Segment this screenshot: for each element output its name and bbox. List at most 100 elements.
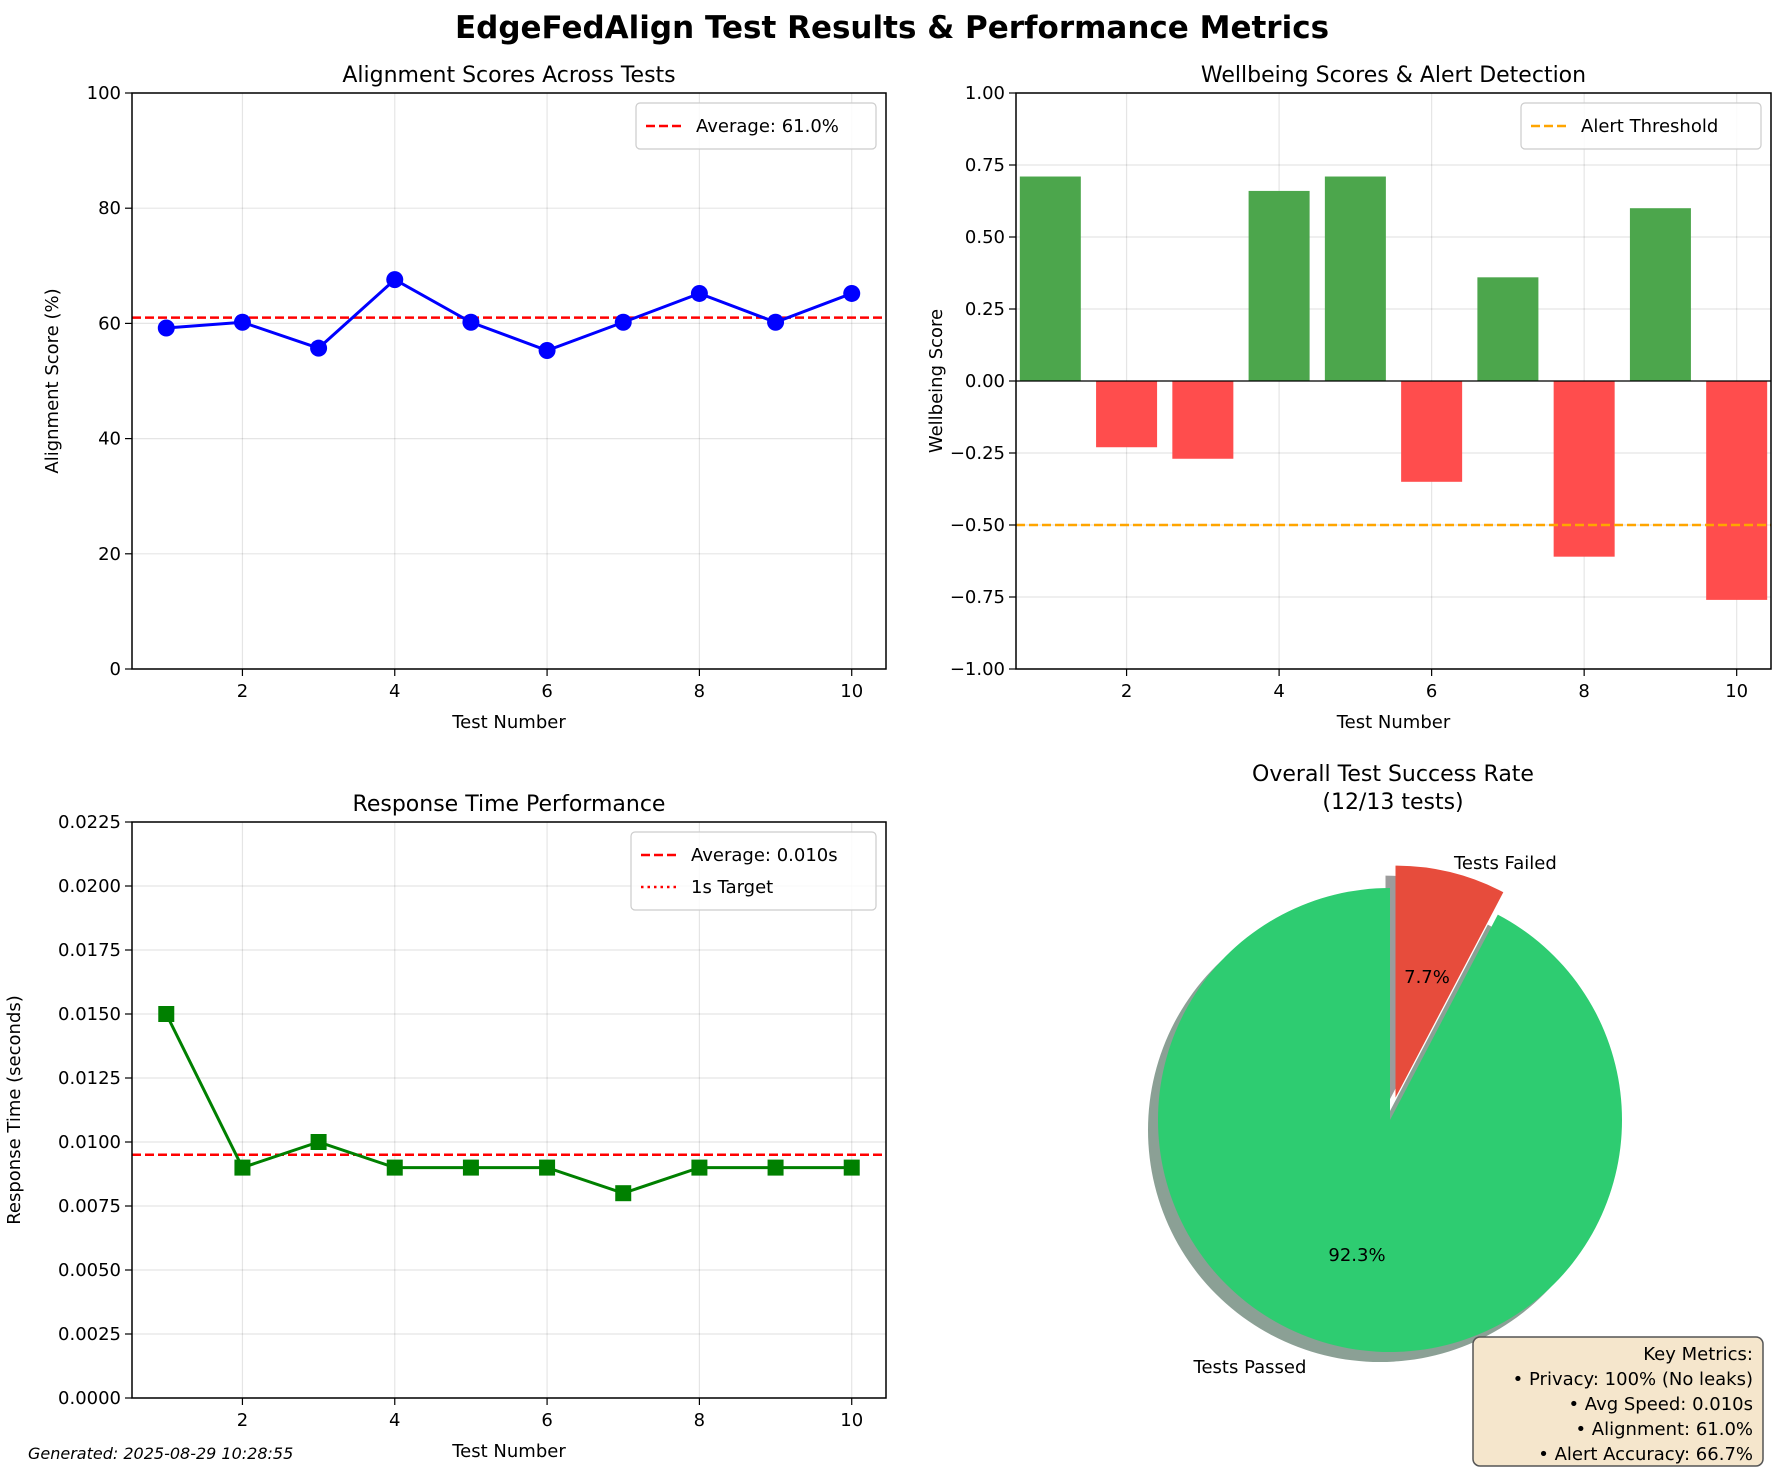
- y-tick-label: 0.0100: [58, 1132, 121, 1153]
- x-tick-label: 10: [1725, 681, 1748, 702]
- y-tick-label: −0.75: [950, 587, 1005, 608]
- response-time-point: [843, 1159, 860, 1176]
- wellbeing-bar: [1248, 190, 1310, 381]
- y-tick-label: 0.0175: [58, 940, 121, 961]
- chart-title: Alignment Scores Across Tests: [342, 63, 675, 88]
- key-metrics-box: Key Metrics: • Privacy: 100% (No leaks) • …: [1472, 1336, 1764, 1467]
- wellbeing-chart: 2 4 6 8 10 −1.00 −0.75 −0.50 −0.25 0.00 0.25 0.50 0.…: [926, 63, 1772, 733]
- y-tick-label: −0.50: [950, 515, 1005, 536]
- generated-timestamp: Generated: 2025-08-29 10:28:55: [28, 1444, 293, 1463]
- key-metrics-line: • Alignment: 61.0%: [1575, 1419, 1753, 1440]
- x-axis-label: Test Number: [451, 712, 566, 733]
- legend-label: Average: 0.010s: [691, 845, 838, 866]
- response-time-point: [539, 1159, 556, 1176]
- legend-box: [630, 831, 877, 911]
- y-tick-label: 0.0075: [58, 1196, 121, 1217]
- key-metrics-line: • Avg Speed: 0.010s: [1568, 1394, 1753, 1415]
- pie-pct-passed: 92.3%: [1328, 1245, 1385, 1266]
- chart-title: Wellbeing Scores & Alert Detection: [1201, 63, 1586, 88]
- y-tick-label: −1.00: [950, 659, 1005, 680]
- y-tick-label: 0.0000: [58, 1388, 121, 1409]
- legend-label: Alert Threshold: [1581, 116, 1718, 137]
- y-tick-label: 60: [98, 313, 121, 334]
- y-tick-label: 0.25: [965, 299, 1005, 320]
- wellbeing-bar: [1629, 208, 1691, 381]
- x-tick-label: 8: [1578, 681, 1589, 702]
- x-tick-label: 2: [237, 1410, 248, 1431]
- pie-subtitle: (12/13 tests): [1322, 790, 1463, 815]
- alignment-point: [843, 284, 861, 302]
- alignment-point: [386, 271, 404, 289]
- alignment-point: [462, 313, 480, 331]
- x-tick-label: 2: [237, 681, 248, 702]
- wellbeing-bar: [1324, 176, 1386, 381]
- x-axis-label: Test Number: [451, 1441, 566, 1462]
- axes-frame: [1015, 92, 1772, 670]
- x-tick-label: 4: [1273, 681, 1284, 702]
- legend-box: [1520, 102, 1762, 150]
- pie-label-passed: Tests Passed: [1193, 1357, 1307, 1378]
- x-tick-label: 8: [694, 1410, 705, 1431]
- x-tick-label: 8: [694, 681, 705, 702]
- y-tick-label: 0.0050: [58, 1260, 121, 1281]
- response-time-point: [234, 1159, 251, 1176]
- y-tick-label: 0.0200: [58, 876, 121, 897]
- x-tick-label: 2: [1121, 681, 1132, 702]
- x-tick-label: 6: [541, 1410, 552, 1431]
- alignment-point: [767, 313, 785, 331]
- y-tick-label: 0.75: [965, 155, 1005, 176]
- y-tick-label: 100: [87, 83, 121, 104]
- y-tick-label: 1.00: [965, 83, 1005, 104]
- pie-pct-failed: 7.7%: [1404, 967, 1450, 988]
- alignment-point: [614, 313, 632, 331]
- x-tick-label: 4: [389, 1410, 400, 1431]
- response-time-point: [767, 1159, 784, 1176]
- y-tick-label: 0.0225: [58, 812, 121, 833]
- wellbeing-bar: [1401, 381, 1463, 482]
- x-tick-label: 4: [389, 681, 400, 702]
- wellbeing-bar: [1096, 381, 1158, 448]
- legend-label: Average: 61.0%: [696, 116, 839, 137]
- figure-suptitle: EdgeFedAlign Test Results & Performance …: [455, 10, 1329, 46]
- x-tick-label: 6: [541, 681, 552, 702]
- axes-frame: [131, 92, 887, 670]
- success-rate-pie-chart: Overall Test Success Rate (12/13 tests) 92…: [1147, 762, 1622, 1378]
- alignment-point: [157, 319, 175, 337]
- y-tick-label: −0.25: [950, 443, 1005, 464]
- response-time-point: [615, 1185, 632, 1202]
- y-tick-label: 20: [98, 544, 121, 565]
- x-tick-label: 10: [840, 681, 863, 702]
- pie-slice-passed: [1157, 888, 1622, 1352]
- y-tick-label: 0.0125: [58, 1068, 121, 1089]
- key-metrics-line: • Alert Accuracy: 66.7%: [1538, 1444, 1753, 1465]
- wellbeing-bar: [1706, 381, 1768, 600]
- y-tick-label: 80: [98, 198, 121, 219]
- y-tick-label: 0.00: [965, 371, 1005, 392]
- legend-label: 1s Target: [691, 877, 773, 898]
- response-time-series-line: [164, 1013, 852, 1195]
- y-axis-label: Wellbeing Score: [926, 309, 947, 453]
- key-metrics-line: Key Metrics:: [1643, 1344, 1753, 1365]
- y-axis-label: Alignment Score (%): [42, 288, 63, 473]
- wellbeing-bar: [1019, 176, 1081, 381]
- alignment-series-line: [166, 277, 853, 353]
- y-tick-label: 0.50: [965, 227, 1005, 248]
- alignment-point: [538, 341, 556, 359]
- x-axis-label: Test Number: [1336, 712, 1451, 733]
- chart-title: Response Time Performance: [353, 792, 666, 817]
- response-time-point: [462, 1159, 479, 1176]
- response-time-point: [158, 1006, 175, 1022]
- legend-box: [635, 102, 877, 150]
- x-tick-label: 10: [840, 1410, 863, 1431]
- response-time-point: [310, 1134, 327, 1150]
- pie-label-failed: Tests Failed: [1453, 853, 1557, 874]
- alignment-point: [233, 313, 251, 331]
- key-metrics-line: • Privacy: 100% (No leaks): [1513, 1369, 1753, 1390]
- wellbeing-bar: [1553, 381, 1615, 557]
- key-metrics-box-background: [1472, 1336, 1764, 1467]
- x-tick-label: 6: [1426, 681, 1437, 702]
- y-tick-label: 0.0025: [58, 1324, 121, 1345]
- alignment-point: [690, 284, 708, 302]
